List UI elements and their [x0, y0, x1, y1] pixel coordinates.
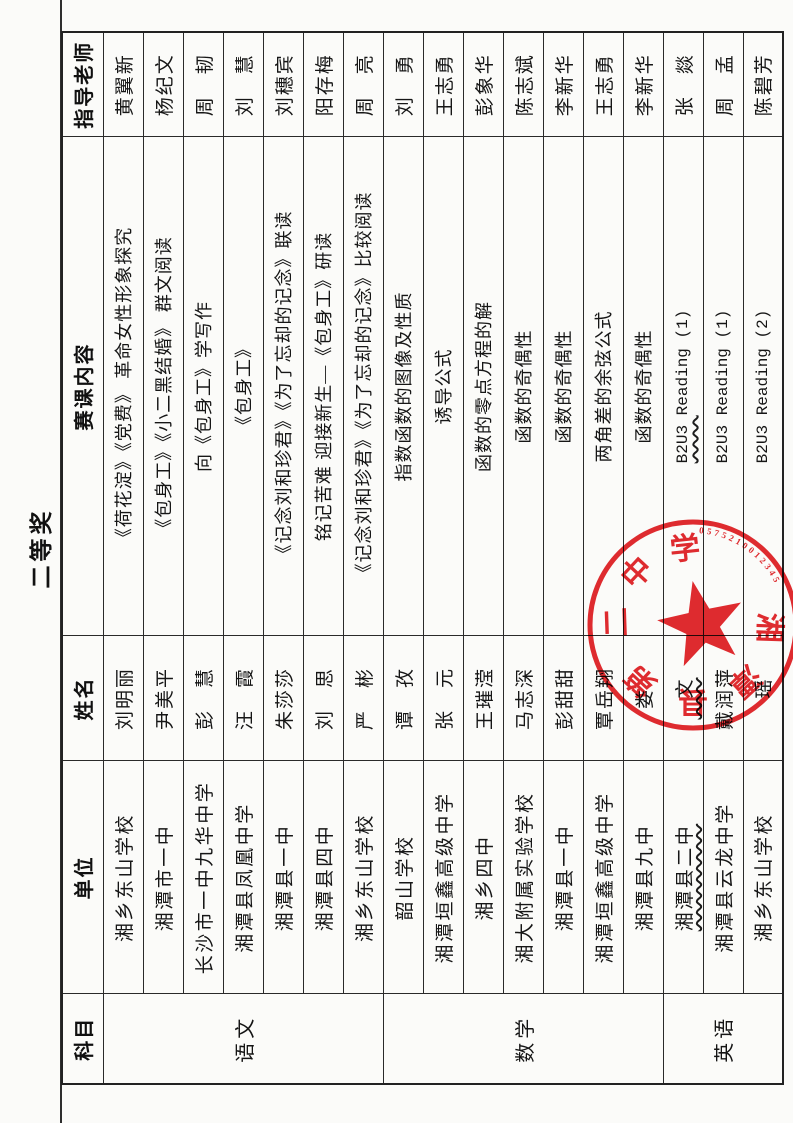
- header-cell-content: 赛课内容: [62, 137, 103, 636]
- seal-char: 中: [615, 551, 660, 595]
- unit-cell: 湘大附属实验学校: [503, 761, 543, 994]
- header-row: 科目 单位 姓名 赛课内容 指导老师: [62, 32, 103, 1084]
- unit-cell: 湘潭县凤凰中学: [223, 761, 263, 994]
- name-cell: 刘明丽: [103, 636, 143, 761]
- seal-char: 潭: [723, 658, 767, 703]
- teacher-cell: 周 韧: [183, 32, 223, 137]
- name-cell: 彭 慧: [183, 636, 223, 761]
- seal-char: 县: [678, 685, 708, 718]
- content-cell: 指数函数的图像及性质: [383, 137, 423, 636]
- content-cell: 《荷花淀》《党费》 革命女性形象探究: [103, 137, 143, 636]
- unit-cell: 湘乡东山学校: [343, 761, 383, 994]
- unit-cell: 湘乡东山学校: [103, 761, 143, 994]
- content-wavy-underline: B2U3: [674, 415, 692, 464]
- teacher-cell: 刘 慧: [223, 32, 263, 137]
- content-cell: 向《包身工》学写作: [183, 137, 223, 636]
- teacher-cell: 刘穗宾: [263, 32, 303, 137]
- table-row: 湘潭县一中 朱莎莎 《记念刘和珍君》《为了忘却的记念》联读 刘穗宾: [263, 32, 303, 1084]
- unit-cell: 长沙市一中九华中学: [183, 761, 223, 994]
- name-cell: 王璀滢: [463, 636, 503, 761]
- name-cell: 张 元: [423, 636, 463, 761]
- teacher-cell: 周 孟: [703, 32, 743, 137]
- star-icon: [657, 581, 741, 667]
- name-cell: 马志深: [503, 636, 543, 761]
- subject-cell-chinese: 语文: [103, 994, 383, 1084]
- name-cell: 朱莎莎: [263, 636, 303, 761]
- subject-cell-math: 数学: [383, 994, 663, 1084]
- unit-cell: 湘潭县四中: [303, 761, 343, 994]
- table-row: 湘乡四中 王璀滢 函数的零点方程的解 彭象华: [463, 32, 503, 1084]
- school-seal-stamp: 湘 潭 县 第 二 中 学 0575210012345: [587, 519, 793, 731]
- content-cell: 《记念刘和珍君》《为了忘却的记念》联读: [263, 137, 303, 636]
- seal-char: 二: [600, 607, 634, 638]
- teacher-cell: 阳存梅: [303, 32, 343, 137]
- unit-cell: 湘潭县一中: [263, 761, 303, 994]
- unit-cell: 韶山学校: [383, 761, 423, 994]
- seal-ring: [587, 519, 793, 731]
- unit-cell: 湘潭县九中: [623, 761, 663, 994]
- content-cell: 《包身工》: [223, 137, 263, 636]
- unit-cell: 湘潭垣鑫高级中学: [423, 761, 463, 994]
- unit-cell: 湘潭垣鑫高级中学: [583, 761, 623, 994]
- name-cell: 严 彬: [343, 636, 383, 761]
- unit-cell: 湘潭县二中: [663, 761, 703, 994]
- header-cell-unit: 单位: [62, 761, 103, 994]
- unit-cell: 湘潭市一中: [143, 761, 183, 994]
- header-cell-teacher: 指导老师: [62, 32, 103, 137]
- subject-cell-english: 英语: [663, 994, 783, 1084]
- content-cell: 《记念刘和珍君》《为了忘却的记念》比较阅读: [343, 137, 383, 636]
- content-cell: 函数的奇偶性: [503, 137, 543, 636]
- name-cell: 尹美平: [143, 636, 183, 761]
- name-cell: 汪 霞: [223, 636, 263, 761]
- content-cell: 函数的零点方程的解: [463, 137, 503, 636]
- table-row: 湘潭垣鑫高级中学 张 元 诱导公式 王志勇: [423, 32, 463, 1084]
- unit-cell: 湘乡东山学校: [743, 761, 783, 994]
- header-cell-name: 姓名: [62, 636, 103, 761]
- table-row: 湘大附属实验学校 马志深 函数的奇偶性 陈志斌: [503, 32, 543, 1084]
- table-row: 湘乡东山学校 严 彬 《记念刘和珍君》《为了忘却的记念》比较阅读 周 亮: [343, 32, 383, 1084]
- seal-char: 学: [668, 530, 701, 567]
- teacher-cell: 张 燚: [663, 32, 703, 137]
- content-cell: 《包身工》《小二黑结婚》 群文阅读: [143, 137, 183, 636]
- unit-wavy-underline: 湘潭县二中: [674, 823, 696, 932]
- teacher-cell: 李新华: [543, 32, 583, 137]
- teacher-cell: 陈志斌: [503, 32, 543, 137]
- name-cell: 刘 思: [303, 636, 343, 761]
- teacher-cell: 王志勇: [423, 32, 463, 137]
- page-title: 二等奖: [29, 507, 54, 589]
- unit-cell: 湘潭县云龙中学: [703, 761, 743, 994]
- content-text: Reading (1): [674, 309, 692, 416]
- teacher-cell: 杨纪文: [143, 32, 183, 137]
- table-row: 数学 韶山学校 谭 孜 指数函数的图像及性质 刘 勇: [383, 32, 663, 1084]
- table-row: 湘潭县凤凰中学 汪 霞 《包身工》 刘 慧: [223, 32, 263, 1084]
- content-cell: 铭记苦难 迎接新生—《包身工》研读: [303, 137, 343, 636]
- table-row: 长沙市一中九华中学 彭 慧 向《包身工》学写作 周 韧: [183, 32, 223, 1084]
- teacher-cell: 王志勇: [583, 32, 623, 137]
- teacher-cell: 陈碧芳: [743, 32, 783, 137]
- teacher-cell: 刘 勇: [383, 32, 423, 137]
- teacher-cell: 彭象华: [463, 32, 503, 137]
- header-cell-subject: 科目: [62, 994, 103, 1084]
- teacher-cell: 黄翼新: [103, 32, 143, 137]
- table-row: 语文 湘乡东山学校 刘明丽 《荷花淀》《党费》 革命女性形象探究 黄翼新: [103, 32, 383, 1084]
- teacher-cell: 李新华: [623, 32, 663, 137]
- content-cell: 诱导公式: [423, 137, 463, 636]
- table-row: 湘潭县四中 刘 思 铭记苦难 迎接新生—《包身工》研读 阳存梅: [303, 32, 343, 1084]
- name-cell: 谭 孜: [383, 636, 423, 761]
- table-row: 湘潭市一中 尹美平 《包身工》《小二黑结婚》 群文阅读 杨纪文: [143, 32, 183, 1084]
- seal-char: 湘: [752, 612, 786, 643]
- seal-char: 第: [618, 658, 663, 703]
- teacher-cell: 周 亮: [343, 32, 383, 137]
- unit-cell: 湘乡四中: [463, 761, 503, 994]
- unit-cell: 湘潭县一中: [543, 761, 583, 994]
